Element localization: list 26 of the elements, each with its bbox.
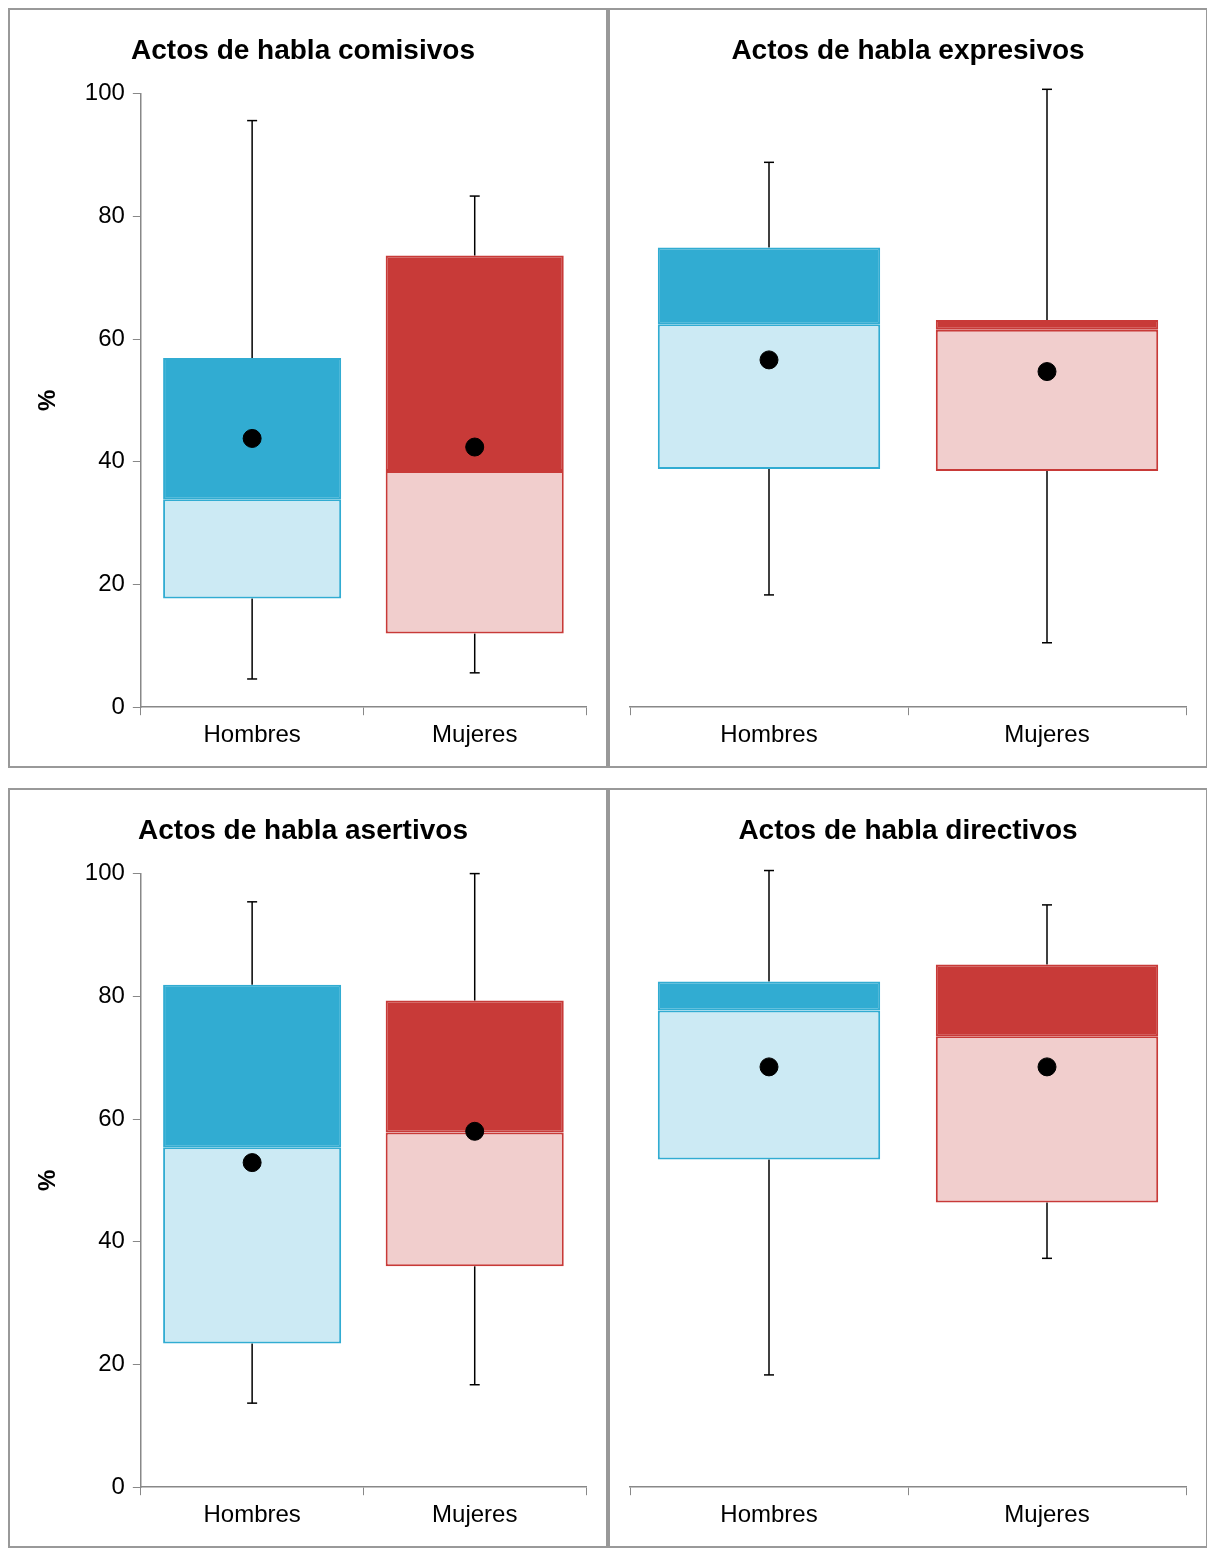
y-tick-label: 0 xyxy=(111,1471,125,1499)
x-tick-label: Mujeres xyxy=(1004,1500,1090,1528)
y-tick-label: 60 xyxy=(98,1103,125,1131)
x-tick-label: Hombres xyxy=(203,1500,301,1528)
y-tick-label: 40 xyxy=(98,1226,125,1254)
y-axis-title: % xyxy=(33,389,61,412)
y-tick-label: 40 xyxy=(98,446,125,474)
y-tick-label: 60 xyxy=(98,323,125,351)
chart-title: Actos de habla asertivos xyxy=(138,813,468,845)
chart-title: Actos de habla directivos xyxy=(738,813,1078,845)
x-tick-label: Mujeres xyxy=(1004,720,1090,748)
y-tick-label: 80 xyxy=(98,200,125,228)
y-tick-label: 100 xyxy=(84,858,125,886)
chart-title: Actos de habla expresivos xyxy=(731,33,1085,65)
x-tick-label: Mujeres xyxy=(432,1500,518,1528)
x-tick-label: Hombres xyxy=(720,720,818,748)
y-tick-label: 20 xyxy=(98,569,125,597)
y-tick-label: 100 xyxy=(84,78,125,106)
y-tick-label: 80 xyxy=(98,980,125,1008)
y-axis-title: % xyxy=(33,1169,61,1192)
y-tick-label: 0 xyxy=(111,691,125,719)
x-tick-label: Mujeres xyxy=(432,720,518,748)
x-tick-label: Hombres xyxy=(720,1500,818,1528)
y-tick-label: 20 xyxy=(98,1349,125,1377)
x-tick-label: Hombres xyxy=(203,720,301,748)
chart-title: Actos de habla comisivos xyxy=(131,33,475,65)
